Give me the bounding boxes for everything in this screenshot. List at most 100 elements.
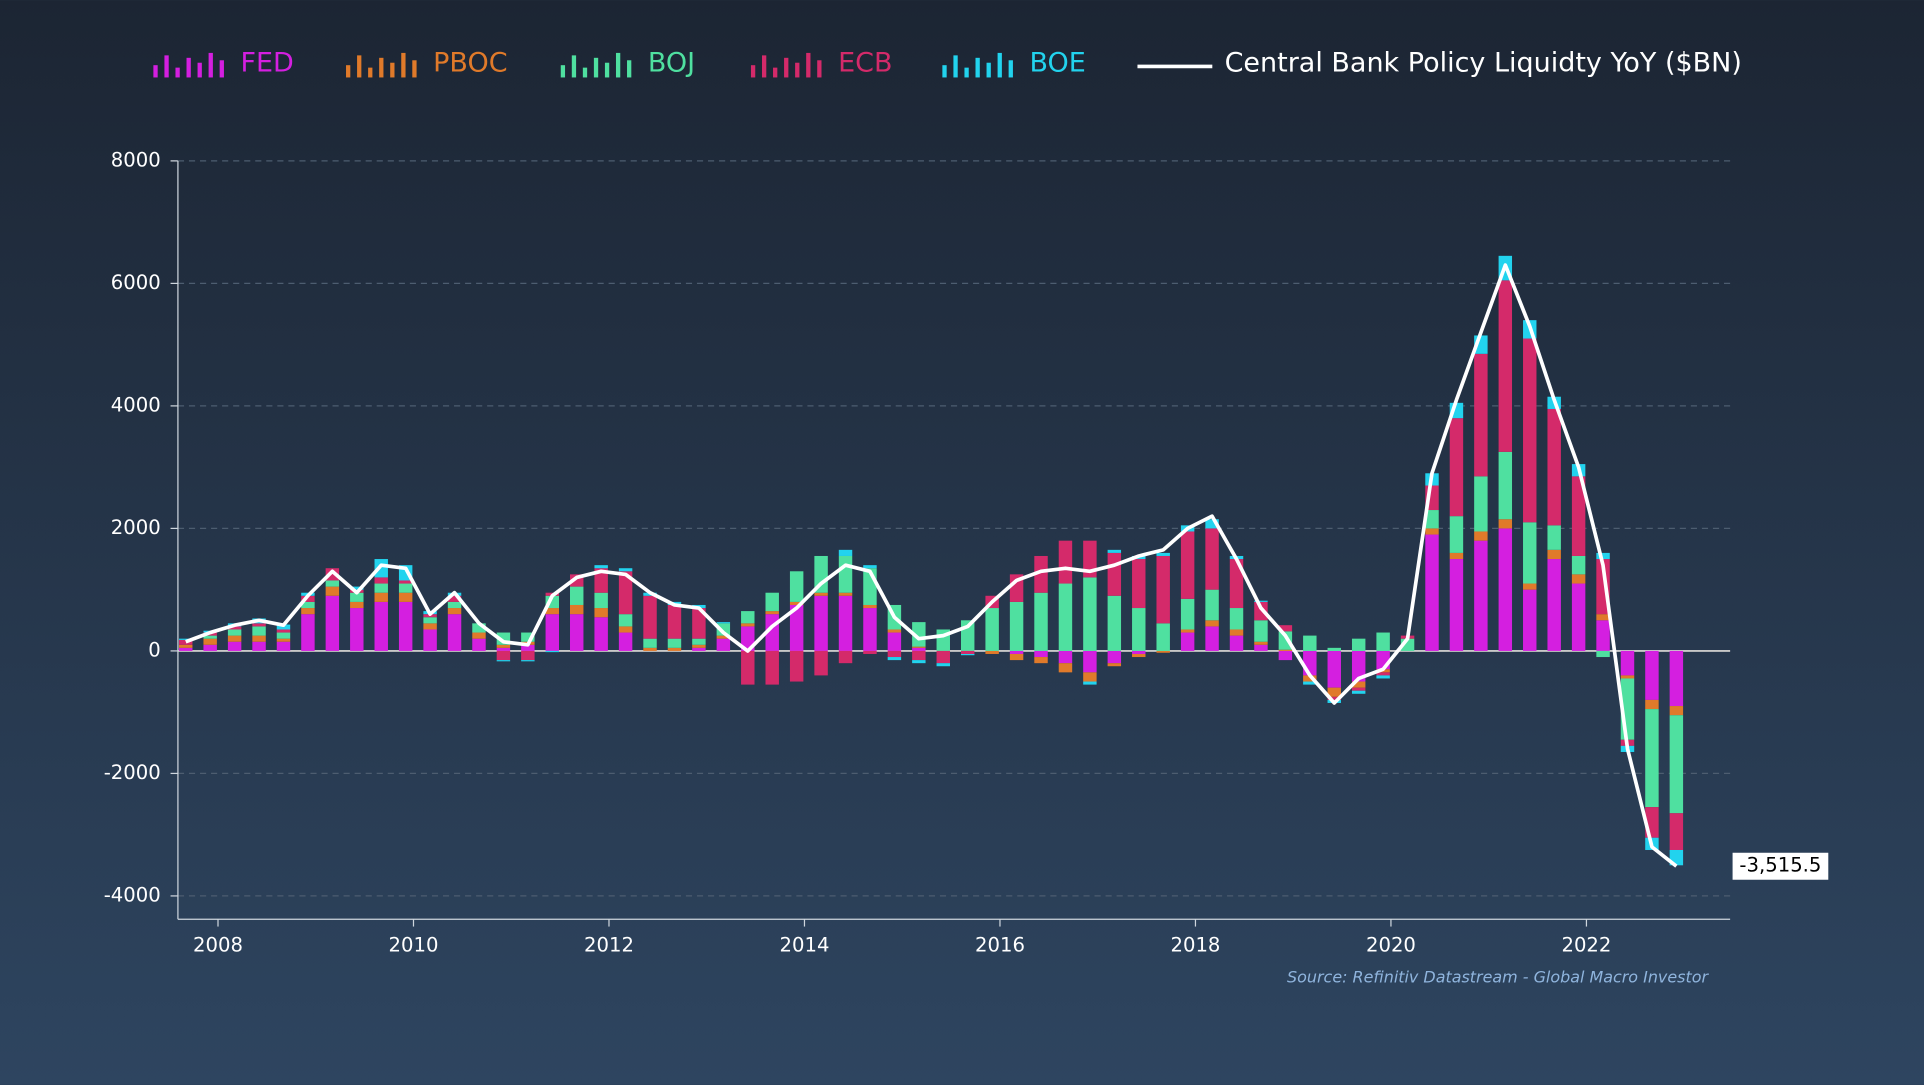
- legend-icon: [164, 55, 169, 78]
- bar-segment: [887, 632, 902, 651]
- bar-segment: [1058, 650, 1073, 664]
- value-label-box: [1732, 852, 1829, 880]
- bar-segment: [789, 604, 804, 651]
- bar-segment: [1351, 650, 1366, 682]
- bar-segment: [1180, 531, 1195, 599]
- legend-icon: [560, 65, 566, 78]
- bar-segment: [1205, 519, 1219, 529]
- bar-segment: [398, 580, 413, 584]
- bar-segment: [179, 639, 193, 645]
- legend-label: BOJ: [648, 47, 695, 78]
- bar-segment: [814, 555, 828, 593]
- bar-segment: [1278, 650, 1293, 661]
- bar-segment: [838, 555, 853, 593]
- bar-segment: [1107, 663, 1122, 667]
- bar-segment: [863, 604, 877, 609]
- bar-segment: [1229, 608, 1244, 630]
- bar-segment: [716, 622, 731, 624]
- bar-segment: [667, 638, 682, 648]
- bar-segment: [618, 568, 633, 572]
- bar-segment: [1351, 638, 1366, 651]
- bar-segment: [692, 644, 706, 648]
- bar-segment: [1327, 696, 1341, 700]
- bar-segment: [1523, 589, 1537, 651]
- bar-segment: [325, 586, 340, 596]
- bar-segment: [1058, 663, 1073, 673]
- bar-segment: [912, 650, 926, 661]
- bar-segment: [1205, 528, 1219, 590]
- bar-segment: [472, 623, 486, 633]
- bar-segment: [912, 646, 926, 648]
- bar-segment: [1303, 675, 1317, 682]
- legend-icon: [175, 67, 180, 78]
- bar-segment: [716, 623, 731, 636]
- bar-segment: [1327, 687, 1341, 697]
- bar-segment: [765, 611, 779, 615]
- bar-segment: [936, 663, 950, 667]
- bar-segment: [1571, 555, 1586, 575]
- bar-segment: [1620, 675, 1635, 679]
- bar-segment: [1009, 650, 1024, 654]
- bar-segment: [1474, 540, 1488, 651]
- legend-label: FED: [240, 47, 293, 78]
- value-label: -3,515.5: [1739, 854, 1821, 877]
- bar-segment: [472, 638, 486, 651]
- bar-segment: [521, 660, 535, 662]
- bar-segment: [521, 632, 535, 642]
- bar-segment: [1474, 353, 1488, 477]
- bar-segment: [1009, 653, 1024, 661]
- bar-segment: [863, 608, 877, 651]
- bar-segment: [276, 641, 291, 651]
- bar-segment: [1669, 706, 1684, 716]
- bar-segment: [1449, 559, 1464, 651]
- bar-segment: [1474, 476, 1488, 532]
- bar-segment: [496, 660, 511, 662]
- bar-segment: [227, 629, 242, 636]
- bar-segment: [814, 595, 828, 651]
- bar-segment: [179, 644, 193, 648]
- bar-segment: [1425, 528, 1439, 535]
- x-tick-label: 2010: [389, 934, 439, 957]
- bar-segment: [1132, 608, 1146, 651]
- bar-segment: [1034, 555, 1048, 593]
- bar-segment: [887, 650, 902, 658]
- bar-segment: [1180, 632, 1195, 651]
- legend-icon: [773, 67, 778, 78]
- bar-segment: [1669, 715, 1684, 814]
- bar-segment: [252, 623, 266, 627]
- bar-segment: [1474, 531, 1488, 541]
- bar-segment: [1058, 583, 1073, 651]
- legend-icon: [582, 67, 588, 78]
- bar-segment: [863, 565, 877, 569]
- bar-segment: [1303, 635, 1317, 651]
- bar-segment: [863, 650, 877, 654]
- legend-icon: [346, 65, 351, 78]
- bar-segment: [1449, 516, 1464, 553]
- bar-segment: [789, 571, 804, 602]
- bar-segment: [643, 595, 657, 639]
- bar-segment: [1351, 690, 1366, 694]
- bar-segment: [521, 650, 535, 661]
- bar-segment: [252, 641, 266, 651]
- bar-segment: [1547, 559, 1561, 651]
- bar-segment: [1523, 583, 1537, 590]
- bar-segment: [618, 626, 633, 633]
- bar-segment: [1620, 650, 1635, 676]
- bar-segment: [1058, 540, 1073, 584]
- bar-segment: [814, 592, 828, 596]
- bar-segment: [350, 592, 364, 602]
- bar-segment: [1254, 620, 1268, 642]
- bar-segment: [570, 604, 584, 615]
- legend-icon: [627, 60, 632, 78]
- y-tick-label: 2000: [111, 516, 161, 539]
- bar-segment: [1449, 552, 1464, 560]
- bar-segment: [1180, 629, 1195, 633]
- bar-segment: [1254, 644, 1268, 651]
- bar-segment: [325, 580, 340, 587]
- bar-segment: [1449, 418, 1464, 517]
- bar-segment: [1034, 657, 1048, 664]
- bar-segment: [618, 571, 633, 615]
- bar-segment: [912, 660, 926, 664]
- bar-segment: [1498, 280, 1513, 452]
